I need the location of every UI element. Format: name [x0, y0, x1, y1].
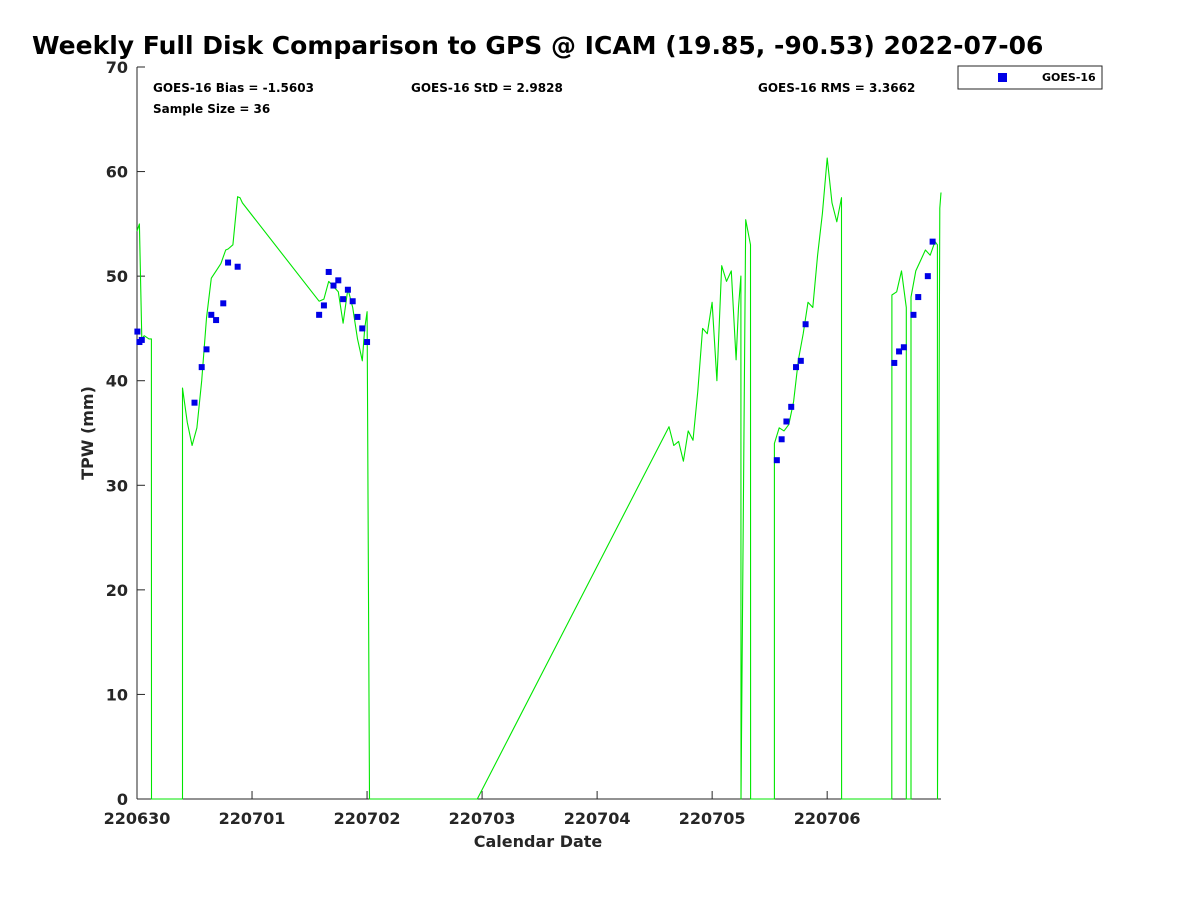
- y-tick-label: 40: [106, 372, 128, 391]
- x-tick-label: 220705: [679, 809, 746, 828]
- goes16-scatter-series: [134, 238, 936, 464]
- y-tick-label: 20: [106, 581, 128, 600]
- goes16-point: [225, 259, 232, 266]
- y-tick-label: 50: [106, 267, 128, 286]
- goes16-point: [354, 313, 361, 320]
- plot-area: 0 10 20 30 40 50 60 70 220630 220701 220702 220703…: [104, 58, 942, 828]
- x-tick-label: 220630: [104, 809, 171, 828]
- goes16-point: [773, 457, 780, 464]
- goes16-point: [900, 344, 907, 351]
- goes16-point: [203, 346, 210, 353]
- y-tick-label: 70: [106, 58, 128, 77]
- goes16-point: [929, 238, 936, 245]
- x-tick-label: 220704: [564, 809, 631, 828]
- goes16-point: [344, 286, 351, 293]
- goes16-point: [220, 300, 227, 307]
- x-tick-label: 220701: [219, 809, 286, 828]
- goes16-point: [191, 399, 198, 406]
- y-axis-ticks: 0 10 20 30 40 50 60 70: [106, 58, 145, 809]
- goes16-point: [340, 296, 347, 303]
- goes16-point: [330, 282, 337, 289]
- legend-marker-goes16: [998, 73, 1007, 82]
- goes16-point: [320, 302, 327, 309]
- goes16-point: [138, 336, 145, 343]
- goes16-point: [891, 359, 898, 366]
- goes16-point: [802, 321, 809, 328]
- goes16-point: [198, 364, 205, 371]
- legend-box: [957, 65, 1103, 90]
- goes16-point: [316, 311, 323, 318]
- stat-rms: GOES-16 RMS = 3.3662: [758, 81, 915, 95]
- goes16-point: [325, 268, 332, 275]
- goes16-point: [915, 294, 922, 301]
- goes16-point: [797, 357, 804, 364]
- x-axis-ticks: 220630 220701 220702 220703 220704 220705 2207…: [104, 791, 861, 828]
- goes16-point: [910, 311, 917, 318]
- goes16-point: [234, 263, 241, 270]
- x-tick-label: 220703: [449, 809, 516, 828]
- goes16-point: [349, 298, 356, 305]
- goes16-point: [924, 273, 931, 280]
- y-axis-label: TPW (mm): [78, 386, 97, 480]
- stat-sample-size: Sample Size = 36: [153, 102, 270, 116]
- goes16-point: [364, 339, 371, 346]
- gps-line-series: [136, 157, 942, 800]
- goes16-point: [896, 348, 903, 355]
- goes16-point: [778, 436, 785, 443]
- goes16-point: [788, 403, 795, 410]
- goes16-point: [208, 311, 215, 318]
- gps-line: [136, 157, 942, 800]
- y-tick-label: 60: [106, 163, 128, 182]
- x-axis-label: Calendar Date: [474, 832, 603, 851]
- goes16-point: [213, 317, 220, 324]
- y-tick-label: 30: [106, 476, 128, 495]
- x-tick-label: 220706: [794, 809, 861, 828]
- stat-std: GOES-16 StD = 2.9828: [411, 81, 563, 95]
- y-tick-label: 10: [106, 685, 128, 704]
- goes16-point: [335, 277, 342, 284]
- goes16-point: [134, 328, 141, 335]
- stat-bias: GOES-16 Bias = -1.5603: [153, 81, 314, 95]
- x-tick-label: 220702: [334, 809, 401, 828]
- legend-label-goes16: GOES-16: [1042, 71, 1096, 84]
- chart-title: Weekly Full Disk Comparison to GPS @ ICA…: [32, 31, 1043, 60]
- goes16-point: [783, 418, 790, 425]
- goes16-point: [359, 325, 366, 332]
- goes16-point: [793, 364, 800, 371]
- legend: GOES-16: [957, 65, 1103, 90]
- y-tick-label: 0: [117, 790, 128, 809]
